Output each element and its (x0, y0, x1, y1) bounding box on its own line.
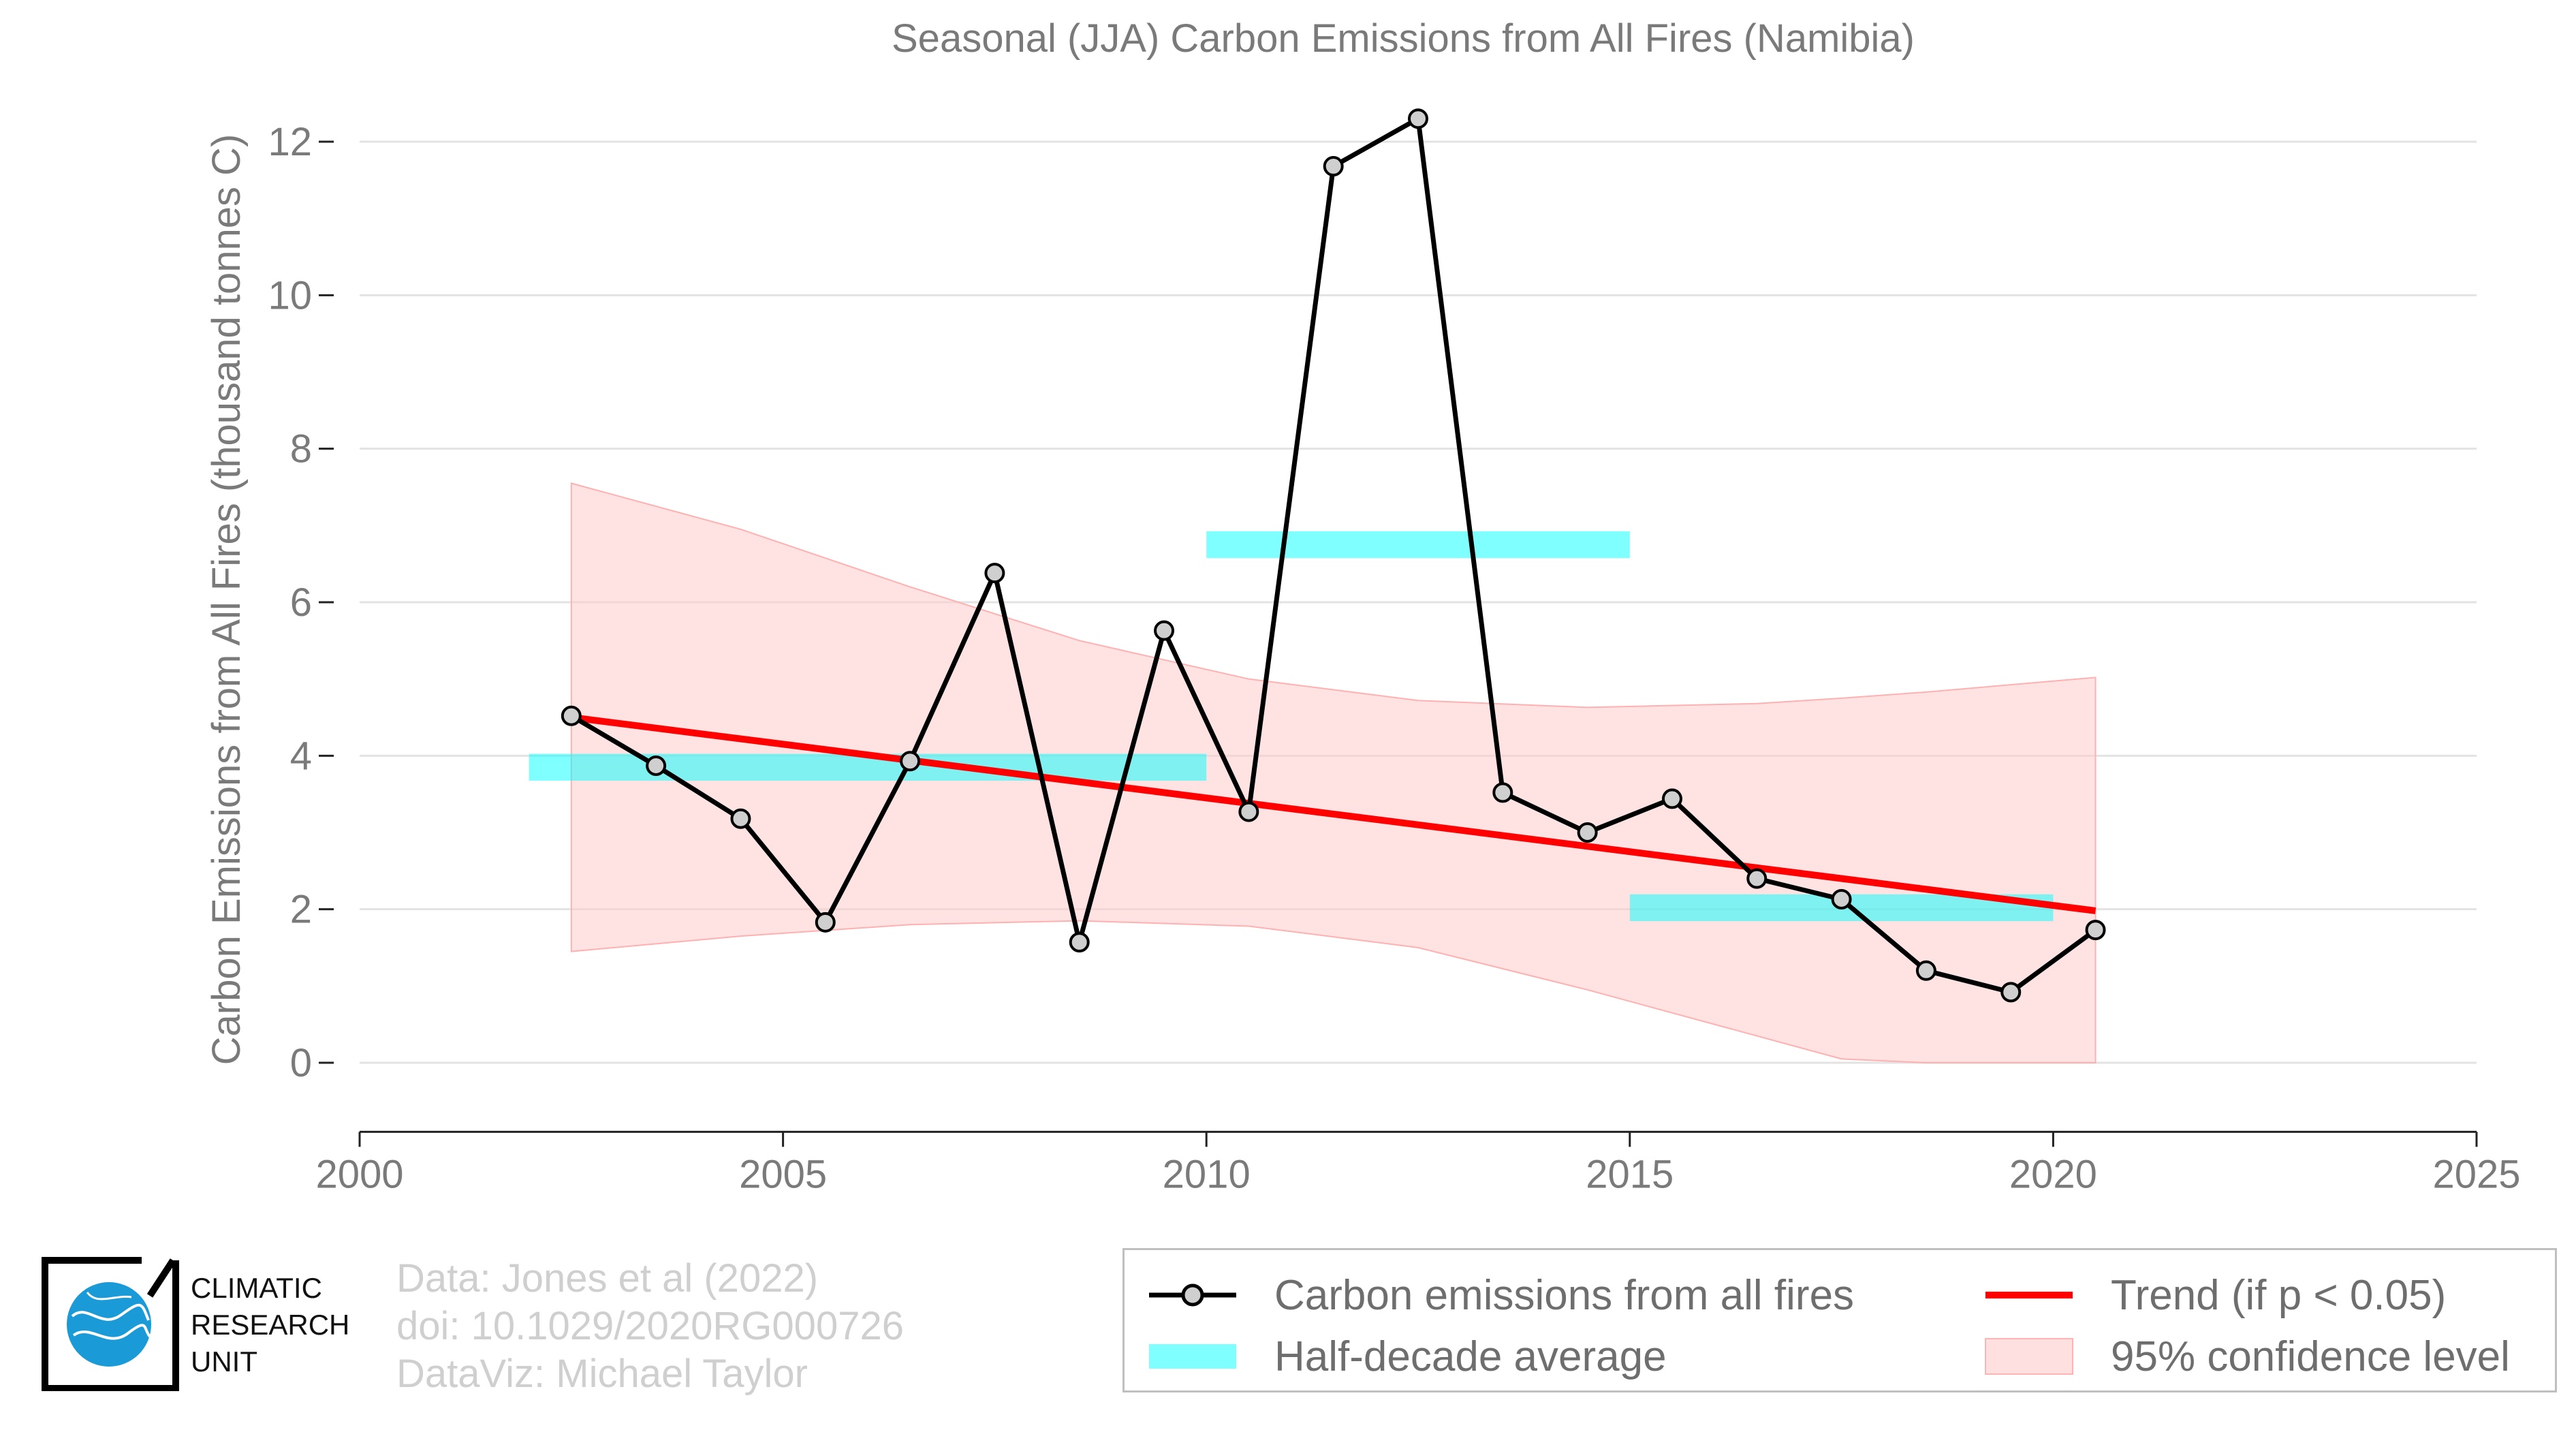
y-tick-label-6: 6 (290, 580, 312, 625)
emissions-point-2019.5 (2000, 982, 2022, 1003)
emissions-point-2020.5 (2085, 920, 2106, 941)
emissions-point-2009.5 (1154, 620, 1175, 641)
y-tick-label-0: 0 (290, 1041, 312, 1085)
emissions-point-2003.5 (646, 755, 667, 776)
emissions-point-2006.5 (900, 751, 921, 772)
emissions-point-2015.5 (1661, 788, 1682, 809)
legend-label-half-decade: Half-decade average (1274, 1333, 1667, 1380)
emissions-point-2014.5 (1577, 822, 1598, 843)
emissions-series-layer (561, 108, 2106, 1003)
logo-line-2: RESEARCH (191, 1309, 350, 1341)
x-tick-label-2020: 2020 (2009, 1152, 2097, 1196)
credit-doi: doi: 10.1029/2020RG000726 (396, 1304, 904, 1348)
y-tick-label-8: 8 (290, 427, 312, 471)
credit-dataviz: DataViz: Michael Taylor (396, 1352, 808, 1396)
axes: 0 2 4 6 8 10 12 2000 2005 2010 2015 2020 2025 (268, 120, 2520, 1196)
credit-data-source: Data: Jones et al (2022) (396, 1256, 819, 1301)
emissions-point-2008.5 (1069, 932, 1090, 953)
trend-line (571, 714, 2096, 914)
legend-label-confidence: 95% confidence level (2111, 1333, 2510, 1380)
y-tick-label-10: 10 (268, 273, 312, 317)
emissions-point-2012.5 (1408, 108, 1428, 129)
emissions-point-2018.5 (1915, 960, 1936, 981)
emissions-point-2017.5 (1831, 889, 1852, 910)
emissions-point-2005.5 (815, 912, 836, 933)
data-credits: Data: Jones et al (2022) doi: 10.1029/20… (396, 1255, 904, 1398)
x-tick-label-2000: 2000 (315, 1152, 403, 1196)
x-tick-label-2005: 2005 (739, 1152, 827, 1196)
legend-pink-band-icon (1981, 1329, 2077, 1384)
trend-layer (571, 714, 2096, 914)
cru-logo-mark (42, 1257, 179, 1392)
x-tick-label-2015: 2015 (1586, 1152, 1674, 1196)
legend-item-trend: Trend (if p < 0.05) (1981, 1268, 2446, 1322)
logo-line-3: UNIT (191, 1345, 257, 1377)
x-tick-label-2010: 2010 (1163, 1152, 1251, 1196)
legend: Carbon emissions from all fires Trend (i… (1122, 1248, 2557, 1392)
chart-title: Seasonal (JJA) Carbon Emissions from All… (892, 16, 1915, 61)
legend-item-half-decade: Half-decade average (1145, 1329, 1667, 1384)
y-axis-label: Carbon Emissions from All Fires (thousan… (204, 134, 249, 1065)
legend-item-confidence: 95% confidence level (1981, 1329, 2510, 1384)
emissions-point-2010.5 (1238, 801, 1259, 822)
legend-item-emissions: Carbon emissions from all fires (1145, 1268, 1854, 1322)
x-tick-label-2025: 2025 (2432, 1152, 2520, 1196)
y-tick-label-2: 2 (290, 888, 312, 932)
y-tick-label-4: 4 (290, 734, 312, 778)
emissions-point-2011.5 (1323, 156, 1344, 177)
y-tick-label-12: 12 (268, 120, 312, 164)
logo-line-1: CLIMATIC (191, 1272, 322, 1304)
cru-logo: CLIMATIC RESEARCH UNIT (40, 1255, 366, 1392)
emissions-point-2004.5 (730, 808, 751, 829)
legend-cyan-bar-icon (1145, 1329, 1240, 1384)
emissions-point-2016.5 (1746, 868, 1768, 889)
legend-label-emissions: Carbon emissions from all fires (1274, 1271, 1855, 1319)
legend-label-trend: Trend (if p < 0.05) (2111, 1271, 2447, 1319)
legend-line-marker-icon (1145, 1268, 1240, 1322)
emissions-point-2013.5 (1492, 782, 1513, 803)
legend-red-line-icon (1981, 1268, 2077, 1322)
emissions-point-2002.5 (561, 705, 582, 726)
emissions-point-2007.5 (984, 563, 1005, 584)
half-decade-bar-2 (1206, 531, 1630, 559)
